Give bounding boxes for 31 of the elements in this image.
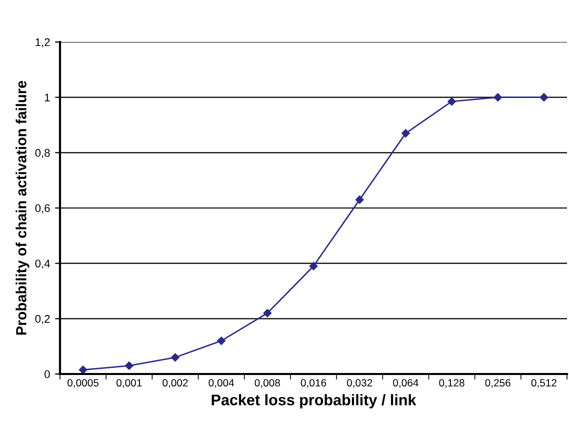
point bbox=[125, 362, 134, 370]
x-tick-label: 0,004 bbox=[208, 379, 234, 388]
point bbox=[540, 93, 548, 102]
x-tick-label: 0,001 bbox=[116, 379, 142, 388]
x-tick-label: 0,256 bbox=[485, 379, 510, 388]
y-axis-title: Probability of chain activation failure bbox=[16, 80, 30, 335]
x-tick-label: 0,016 bbox=[300, 379, 326, 388]
x-tick-label: 0,008 bbox=[254, 379, 280, 388]
x-tick-label: 0,032 bbox=[346, 379, 372, 388]
point bbox=[78, 366, 88, 374]
x-tick-label: 0,002 bbox=[162, 379, 188, 388]
point bbox=[263, 309, 272, 318]
point bbox=[448, 97, 456, 106]
x-axis-title: Packet loss probability / link bbox=[212, 394, 416, 408]
point bbox=[217, 336, 226, 345]
y-tick-label: 0,6 bbox=[35, 204, 50, 214]
y-tick-label: 0 bbox=[44, 370, 50, 378]
point bbox=[402, 129, 410, 138]
y-tick-label: 0,8 bbox=[35, 148, 50, 158]
y-tick-label: 0,2 bbox=[35, 314, 50, 324]
point bbox=[171, 353, 180, 362]
point bbox=[355, 196, 364, 204]
x-tick-label: 0,512 bbox=[531, 379, 556, 388]
x-tick-label: 0,128 bbox=[439, 379, 464, 388]
x-tick-label: 0,064 bbox=[393, 379, 418, 388]
point bbox=[309, 262, 318, 270]
y-tick-label: 1,2 bbox=[36, 38, 50, 48]
point bbox=[494, 93, 502, 102]
y-tick-label: 1 bbox=[44, 94, 50, 102]
y-tick-label: 0,4 bbox=[35, 260, 50, 269]
x-tick-label: 0,0005 bbox=[68, 379, 99, 388]
